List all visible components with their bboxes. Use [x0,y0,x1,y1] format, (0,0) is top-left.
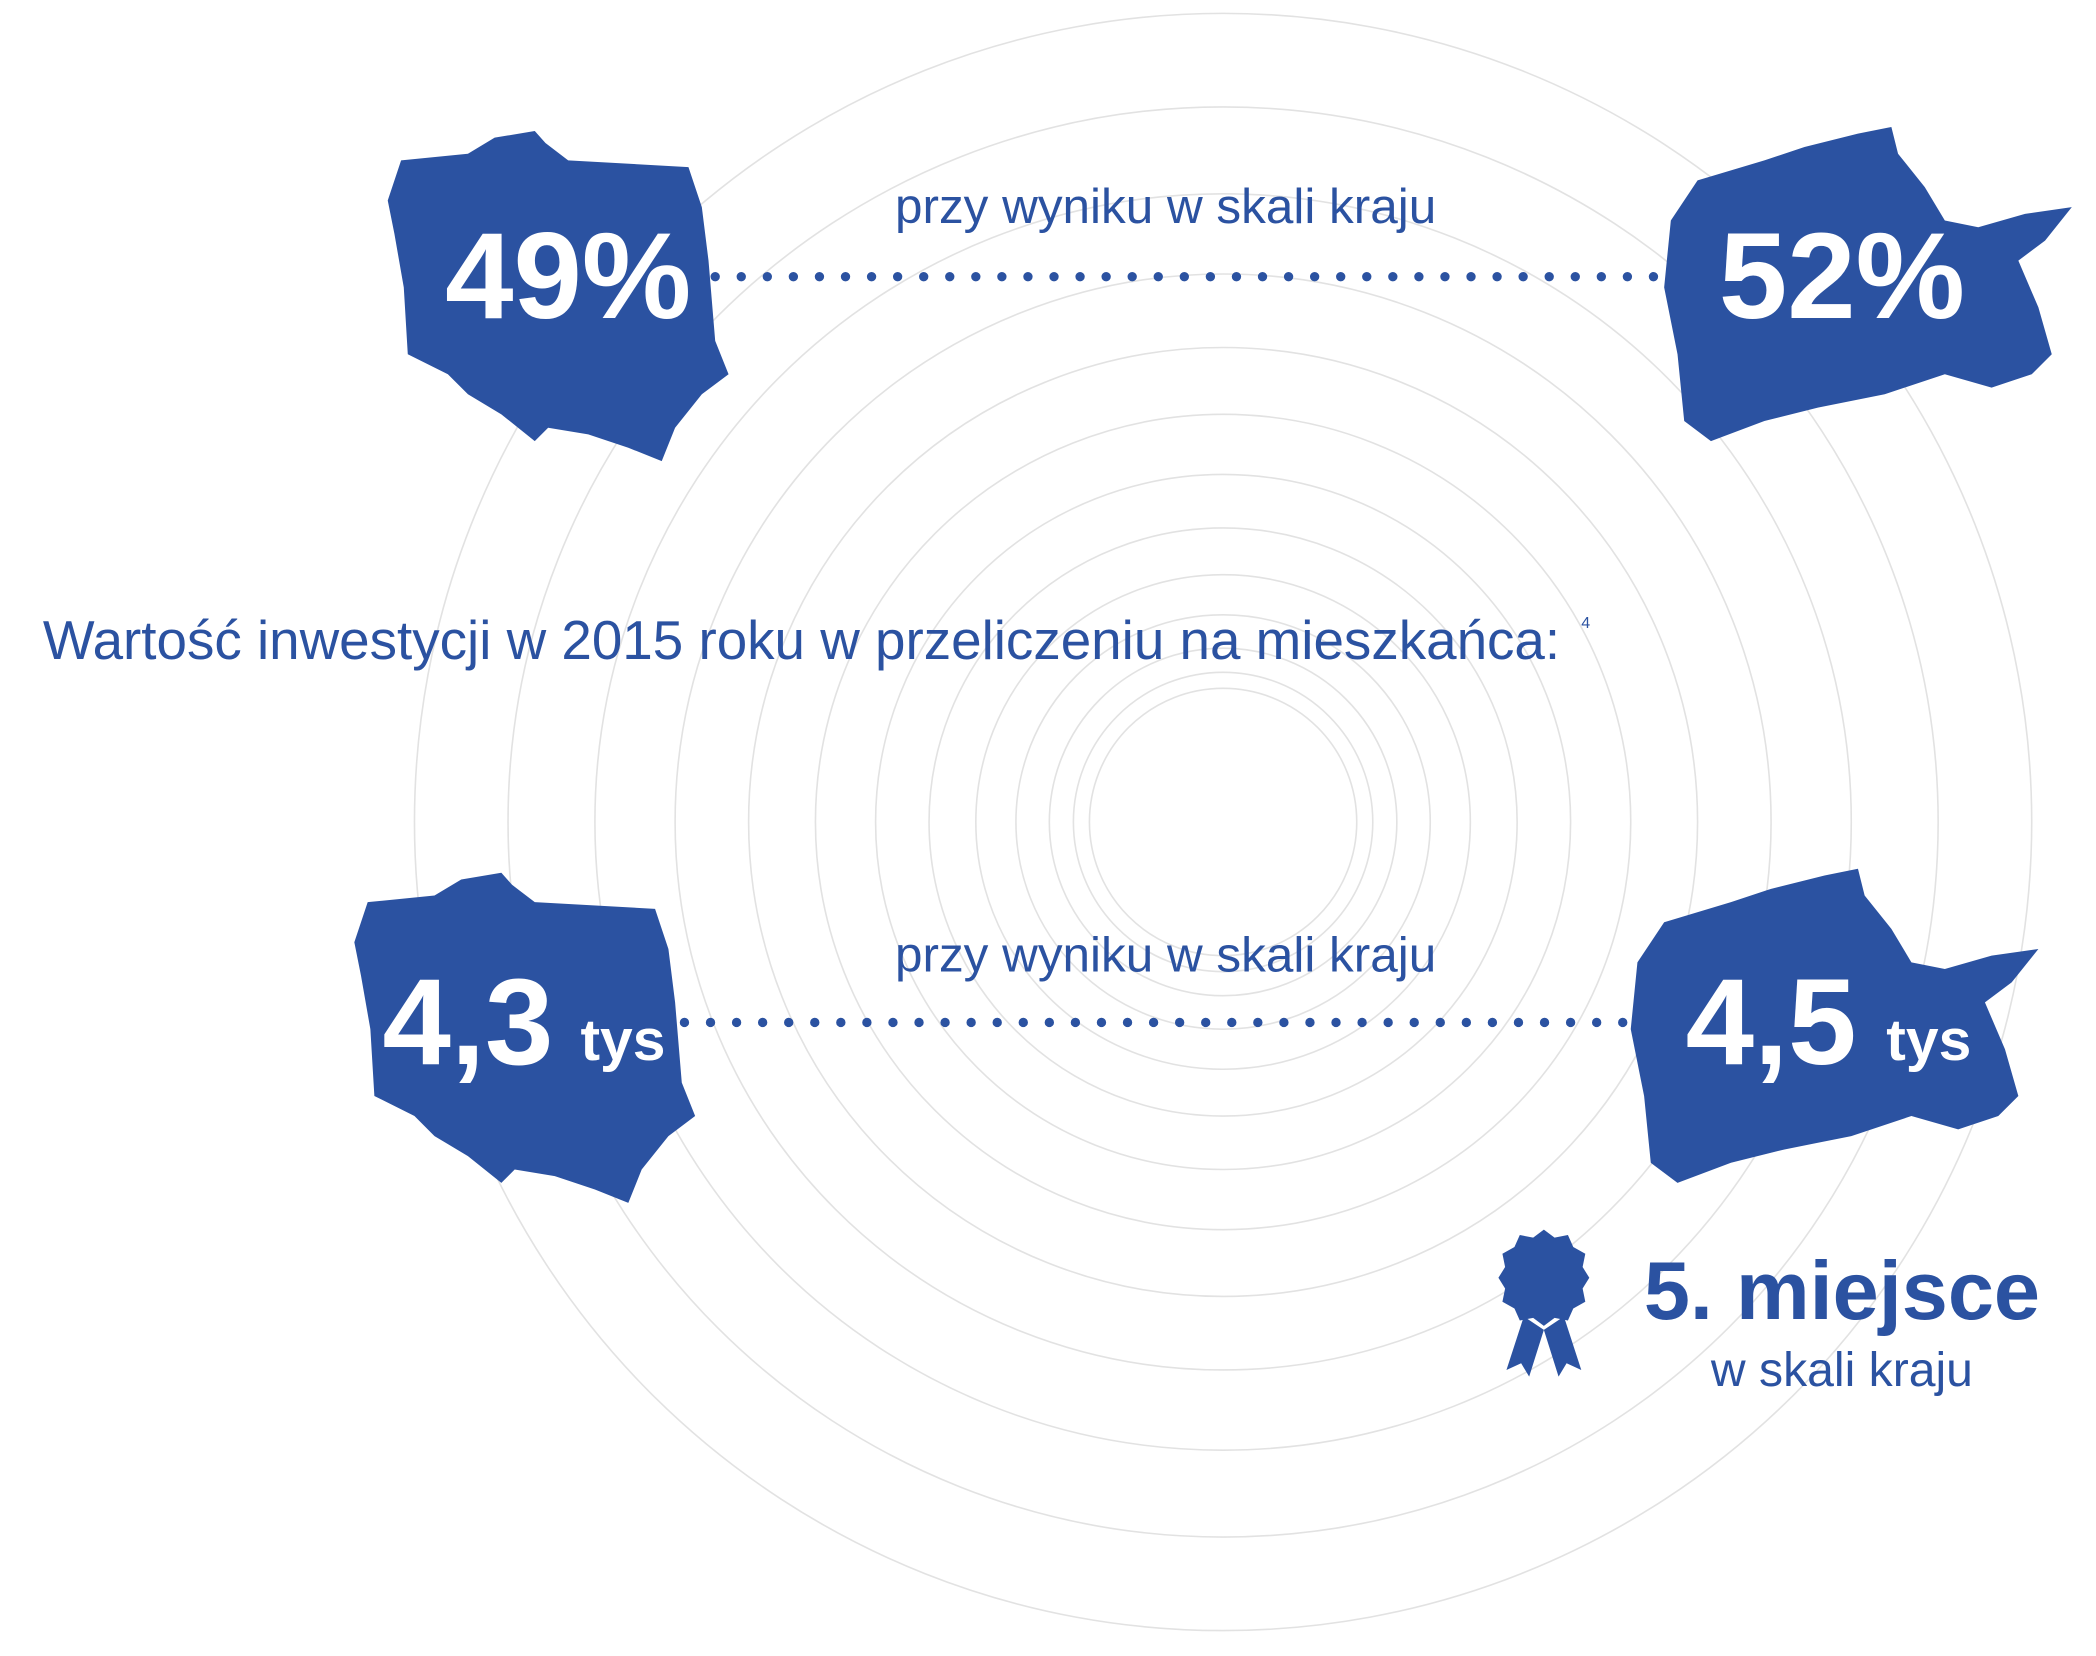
ring [928,527,1518,1117]
poland-value: 4,3 [382,954,553,1091]
region-value: 4,5 [1686,954,1857,1091]
ring [674,273,1772,1371]
ring [747,346,1699,1298]
background-rings [413,12,2033,1632]
region-unit: tys [1886,1008,1971,1073]
rank-subtitle: w skali kraju [1710,1343,1973,1397]
ring [1088,687,1358,957]
heading: Wartość inwestycji w 2015 roku w przelic… [43,609,1560,671]
ring [1048,647,1398,997]
ring [1072,671,1374,973]
rank-title: 5. miejsce [1644,1244,2040,1337]
ring [814,413,1632,1231]
caption: przy wyniku w skali kraju [895,179,1436,234]
region-value: 52% [1719,208,1965,345]
ring [507,106,1939,1538]
ring [1015,614,1432,1030]
medal-icon [1498,1229,1590,1377]
caption: przy wyniku w skali kraju [895,928,1436,983]
ring [874,473,1572,1171]
poland-value: 49% [445,208,691,345]
footnote-ref: 4 [1581,614,1590,632]
ring [594,192,1853,1451]
ring [413,12,2033,1632]
poland-unit: tys [580,1008,665,1073]
ring [975,573,1472,1071]
